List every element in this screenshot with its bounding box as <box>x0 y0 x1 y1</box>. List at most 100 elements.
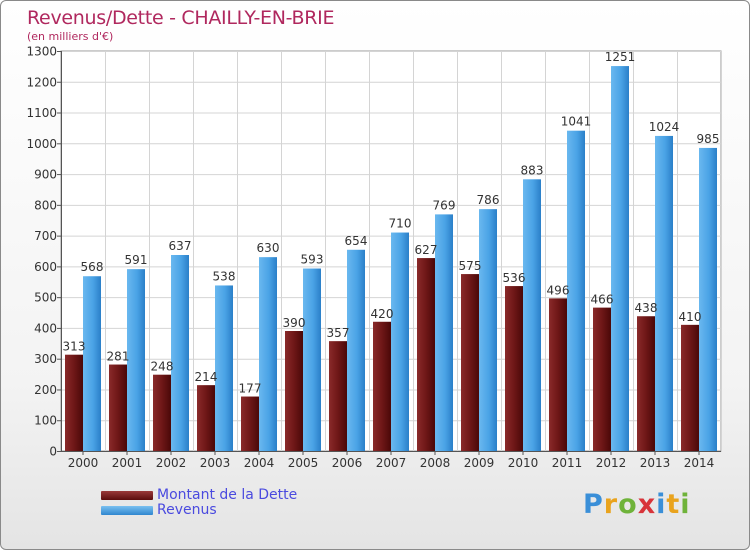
revenue-bar <box>655 135 673 451</box>
x-tick-label: 2010 <box>508 456 539 470</box>
revenue-data-label: 1251 <box>605 50 636 64</box>
revenue-data-label: 568 <box>81 260 104 274</box>
y-tick-label: 800 <box>34 198 57 212</box>
debt-bar <box>241 396 259 451</box>
x-tick-label: 2006 <box>332 456 363 470</box>
legend-label-revenue: Revenus <box>157 502 217 518</box>
debt-bar <box>461 274 479 451</box>
revenue-bar <box>391 232 409 451</box>
debt-data-label: 313 <box>63 340 86 354</box>
revenue-data-label: 593 <box>301 253 324 267</box>
debt-data-label: 214 <box>195 370 218 384</box>
revenue-bar <box>699 147 717 451</box>
x-tick-label: 2005 <box>288 456 319 470</box>
debt-bar <box>65 354 83 451</box>
y-tick-label: 1200 <box>26 75 57 89</box>
x-tick-label: 2013 <box>640 456 671 470</box>
revenue-data-label: 985 <box>697 132 720 146</box>
y-tick-label: 300 <box>34 352 57 366</box>
x-tick-label: 2001 <box>112 456 143 470</box>
logo-letter: i <box>656 489 667 520</box>
revenue-bar <box>127 269 145 451</box>
logo-letter: o <box>618 489 638 520</box>
debt-data-label: 420 <box>371 307 394 321</box>
revenue-data-label: 769 <box>433 198 456 212</box>
revenue-data-label: 1041 <box>561 115 592 129</box>
debt-bar <box>637 316 655 451</box>
debt-data-label: 438 <box>635 301 658 315</box>
legend-label-debt: Montant de la Dette <box>157 487 298 503</box>
debt-data-label: 390 <box>283 316 306 330</box>
revenue-data-label: 630 <box>257 241 280 255</box>
revenue-bar <box>171 255 189 451</box>
revenue-data-label: 654 <box>345 234 368 248</box>
debt-bar <box>593 307 611 451</box>
debt-bar <box>681 324 699 451</box>
debt-data-label: 281 <box>107 350 130 364</box>
debt-data-label: 357 <box>327 326 350 340</box>
x-tick-label: 2008 <box>420 456 451 470</box>
debt-bar <box>197 385 215 451</box>
x-tick-label: 2011 <box>552 456 583 470</box>
revenue-data-label: 637 <box>169 239 192 253</box>
x-tick-label: 2007 <box>376 456 407 470</box>
logo-letter: r <box>603 489 619 520</box>
revenue-bar <box>259 257 277 451</box>
debt-data-label: 496 <box>547 283 570 297</box>
debt-data-label: 627 <box>415 243 438 257</box>
legend-swatch-revenue <box>101 506 153 515</box>
x-tick-label: 2009 <box>464 456 495 470</box>
y-tick-label: 1300 <box>26 45 57 59</box>
revenue-data-label: 538 <box>213 269 236 283</box>
y-tick-label: 400 <box>34 321 57 335</box>
y-tick-label: 1100 <box>26 106 57 120</box>
debt-data-label: 248 <box>151 360 174 374</box>
revenue-data-label: 1024 <box>649 120 680 134</box>
x-tick-label: 2012 <box>596 456 627 470</box>
revenue-bar <box>435 214 453 451</box>
debt-data-label: 466 <box>591 293 614 307</box>
x-tick-label: 2003 <box>200 456 231 470</box>
y-tick-label: 100 <box>34 414 57 428</box>
debt-data-label: 536 <box>503 271 526 285</box>
x-tick-label: 2014 <box>684 456 715 470</box>
chart-subtitle: (en milliers d'€) <box>27 30 114 43</box>
chart-title: Revenus/Dette - CHAILLY-EN-BRIE <box>27 7 335 29</box>
revenue-bar <box>83 276 101 451</box>
debt-bar <box>329 341 347 451</box>
y-tick-label: 600 <box>34 260 57 274</box>
revenue-bar <box>479 209 497 451</box>
logo-letter: i <box>680 489 691 520</box>
revenue-bar <box>303 268 321 451</box>
revenue-data-label: 883 <box>521 163 544 177</box>
logo-letter: P <box>583 489 604 520</box>
proxiti-logo: Proxiti <box>583 489 691 520</box>
x-tick-label: 2004 <box>244 456 275 470</box>
y-tick-label: 900 <box>34 168 57 182</box>
debt-bar <box>373 321 391 451</box>
revenue-bar <box>567 130 585 451</box>
revenue-bar <box>215 285 233 451</box>
y-tick-label: 1000 <box>26 137 57 151</box>
y-tick-label: 500 <box>34 291 57 305</box>
debt-data-label: 410 <box>679 310 702 324</box>
y-tick-label: 700 <box>34 229 57 243</box>
debt-bar <box>417 258 435 451</box>
y-tick-label: 0 <box>49 445 57 459</box>
debt-bar <box>505 286 523 451</box>
logo-letter: x <box>637 489 657 520</box>
debt-data-label: 575 <box>459 259 482 273</box>
revenue-data-label: 591 <box>125 253 148 267</box>
logo-letter: t <box>666 489 681 520</box>
revenue-bar <box>523 179 541 452</box>
debt-data-label: 177 <box>239 382 262 396</box>
revenue-data-label: 786 <box>477 193 500 207</box>
y-tick-label: 200 <box>34 383 57 397</box>
revenue-data-label: 710 <box>389 217 412 231</box>
debt-bar <box>153 374 171 451</box>
debt-bar <box>549 298 567 451</box>
revenue-bar <box>347 249 365 451</box>
x-tick-label: 2002 <box>156 456 187 470</box>
x-tick-label: 2000 <box>68 456 99 470</box>
